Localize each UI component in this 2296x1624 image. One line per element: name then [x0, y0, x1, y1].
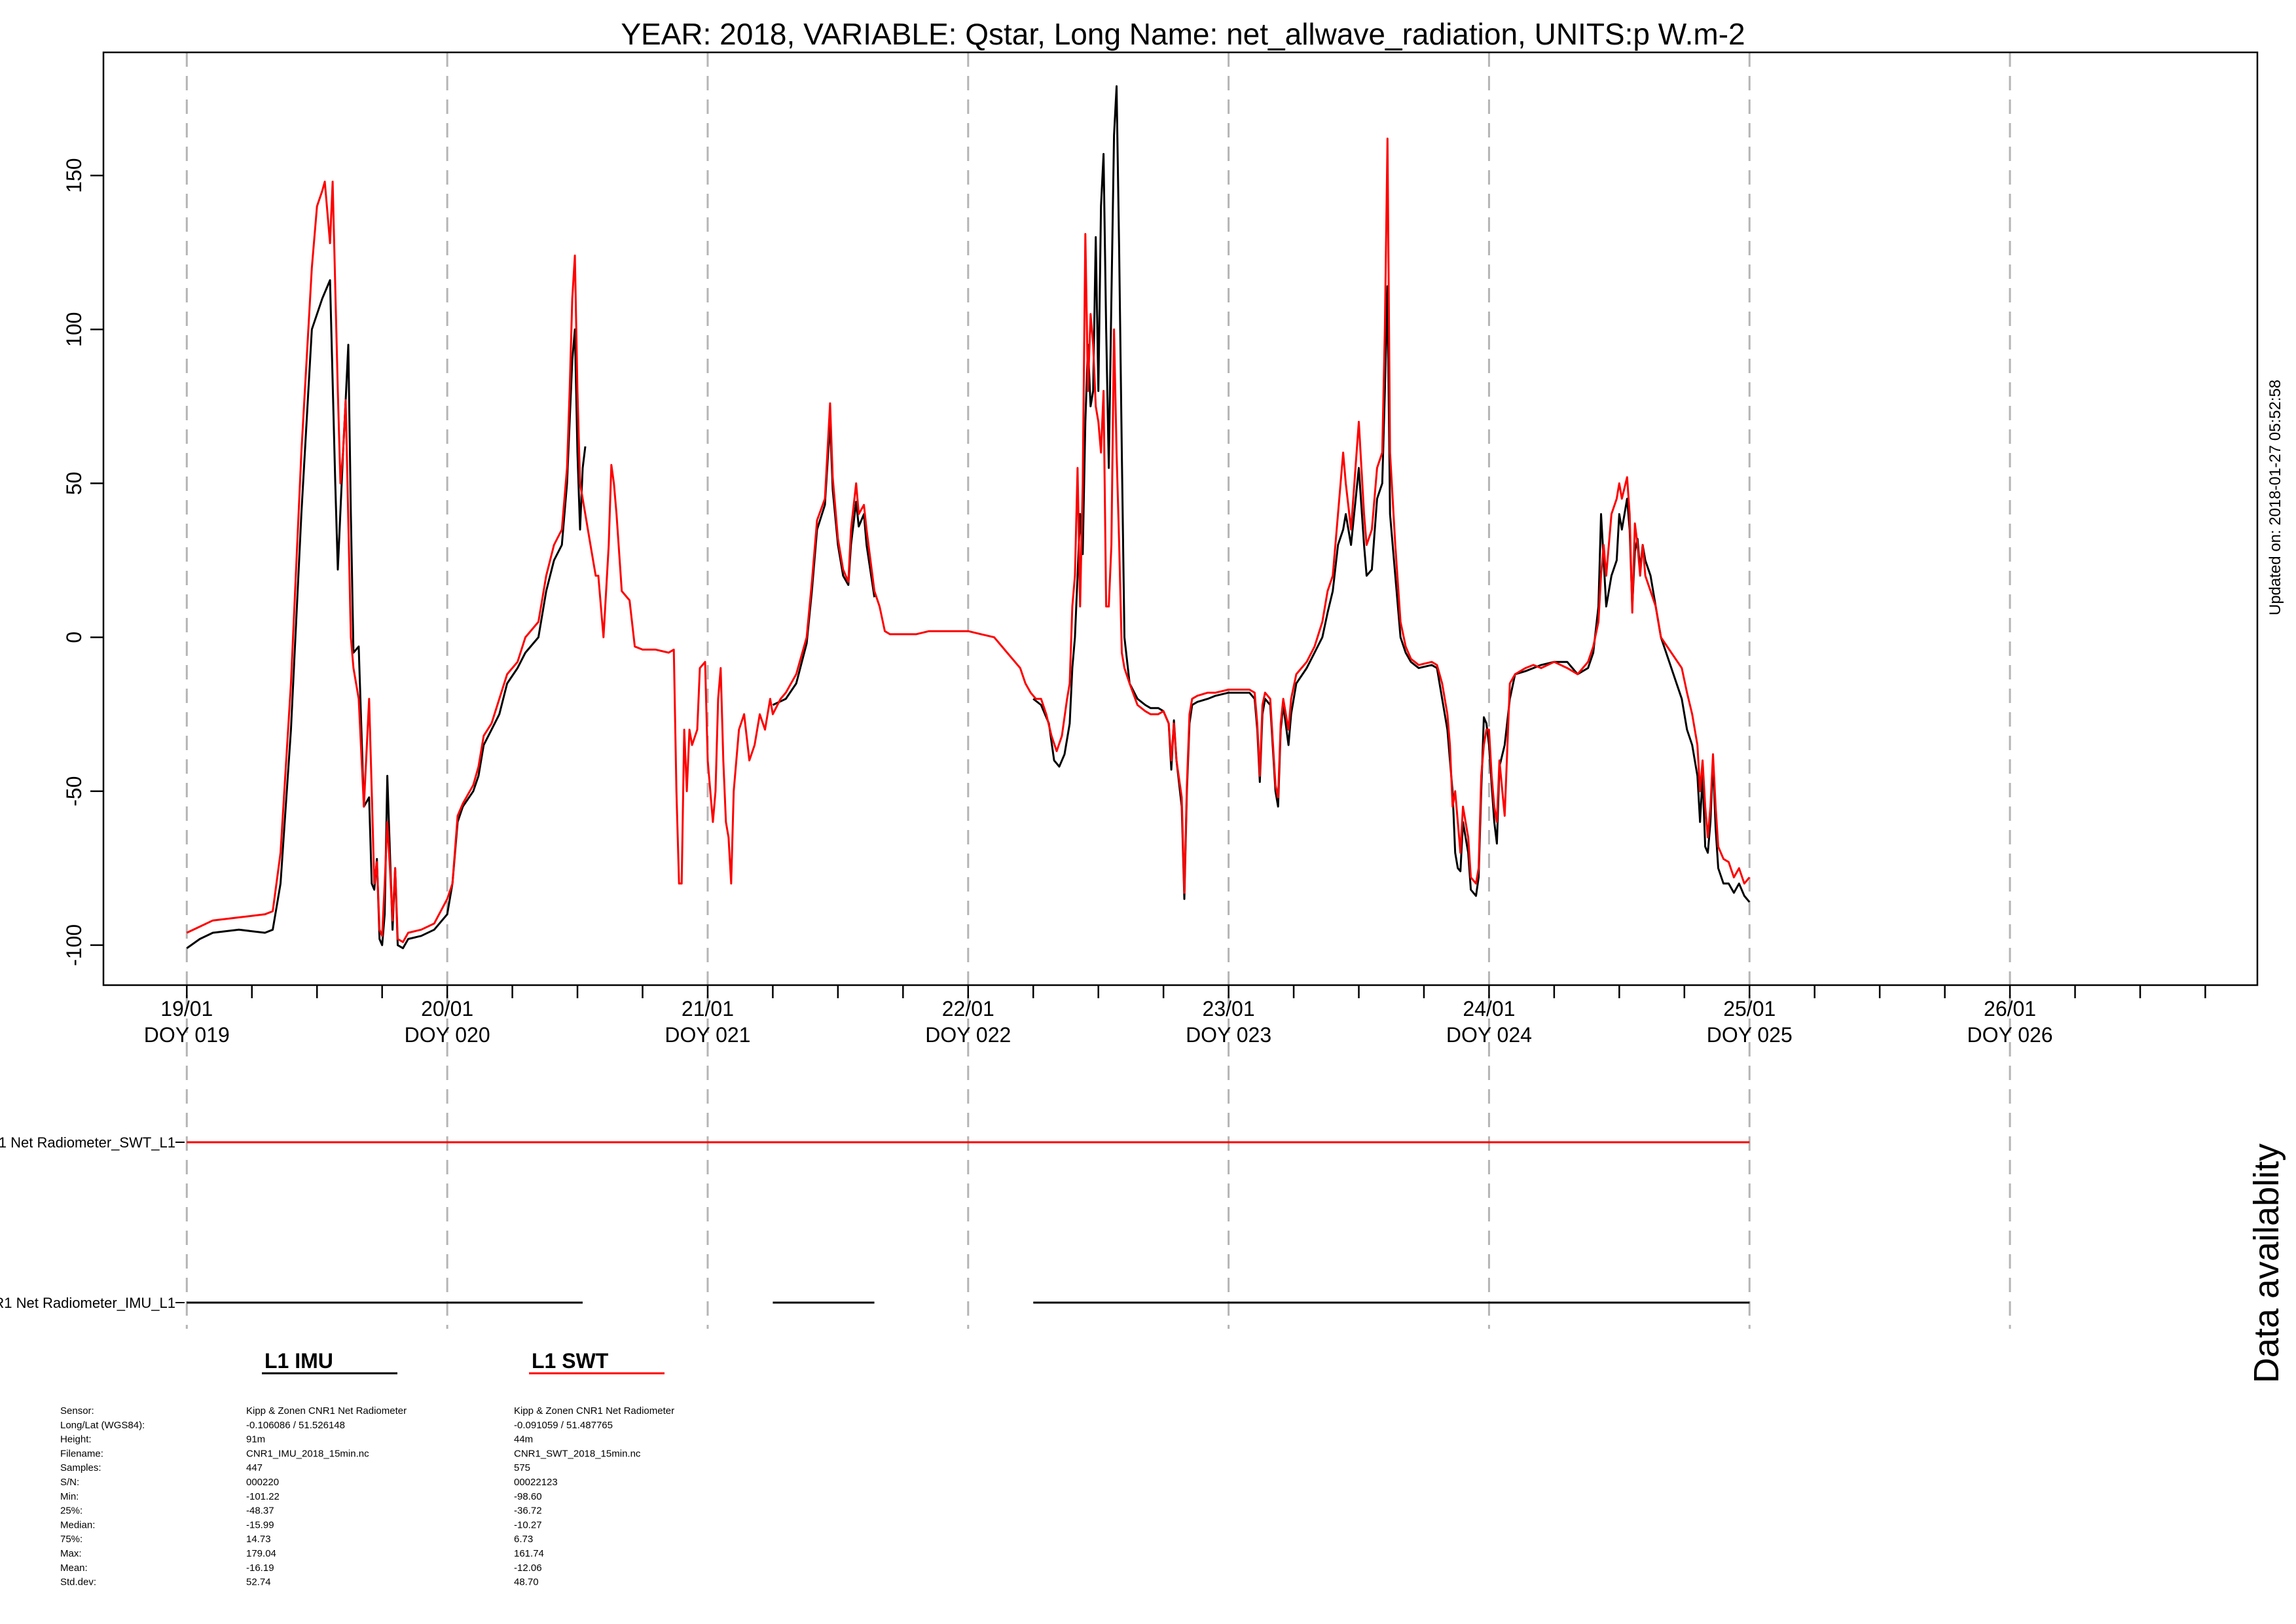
- x-tick-date: 25/01: [1723, 997, 1776, 1020]
- metadata-label: S/N:: [60, 1477, 79, 1488]
- metadata-label: Std.dev:: [60, 1577, 96, 1588]
- metadata-value: -0.091059 / 51.487765: [514, 1420, 613, 1431]
- x-tick-date: 22/01: [942, 997, 994, 1020]
- metadata-label: Samples:: [60, 1462, 101, 1473]
- metadata-value: 000220: [246, 1477, 279, 1488]
- x-tick-doy: DOY 023: [1186, 1023, 1271, 1047]
- metadata-value: Kipp & Zonen CNR1 Net Radiometer: [246, 1405, 407, 1416]
- y-tick-label: 150: [62, 158, 86, 192]
- x-tick-date: 26/01: [1984, 997, 2036, 1020]
- x-tick-doy: DOY 021: [665, 1023, 750, 1047]
- sensor-metadata-table: Sensor: Long/Lat (WGS84): Height: Filename:…: [60, 1405, 674, 1588]
- series-line: [772, 420, 876, 706]
- series-layer: [186, 85, 1751, 950]
- availability-row-label: L1 Kipp & Zonen CNR1 Net Radiometer_IMU_…: [0, 1295, 175, 1311]
- x-tick-doy: DOY 024: [1446, 1023, 1532, 1047]
- metadata-label: Height:: [60, 1434, 92, 1445]
- y-tick-label: -100: [62, 924, 86, 966]
- y-tick-label: 50: [62, 472, 86, 496]
- metadata-value: CNR1_SWT_2018_15min.nc: [514, 1448, 641, 1459]
- metadata-label: 25%:: [60, 1506, 82, 1517]
- x-tick-doy: DOY 019: [144, 1023, 230, 1047]
- metadata-value: 179.04: [246, 1548, 276, 1559]
- metadata-value: -36.72: [514, 1506, 542, 1517]
- x-tick-date: 19/01: [160, 997, 213, 1020]
- metadata-value: 91m: [246, 1434, 265, 1445]
- legend-imu: L1 IMU: [262, 1349, 397, 1375]
- y-tick-label: -50: [62, 776, 86, 806]
- metadata-label: Min:: [60, 1491, 79, 1502]
- metadata-value: 52.74: [246, 1577, 271, 1588]
- metadata-label: 75%:: [60, 1534, 82, 1545]
- metadata-value: 6.73: [514, 1534, 533, 1545]
- series-line: [1032, 85, 1751, 903]
- x-tick-date: 21/01: [682, 997, 734, 1020]
- metadata-value: -10.27: [514, 1519, 542, 1530]
- metadata-value: 161.74: [514, 1548, 544, 1559]
- x-tick-doy: DOY 022: [925, 1023, 1011, 1047]
- metadata-value: 575: [514, 1462, 530, 1473]
- metadata-label: Mean:: [60, 1562, 88, 1574]
- updated-timestamp: Updated on: 2018-01-27 05:52:58: [2267, 380, 2284, 615]
- availability-row-label: L1 Kipp & Zonen CNR1 Net Radiometer_SWT_…: [0, 1134, 175, 1151]
- metadata-value: 48.70: [514, 1577, 539, 1588]
- metadata-label: Median:: [60, 1519, 95, 1530]
- metadata-value: -98.60: [514, 1491, 542, 1502]
- day-gridlines: [185, 52, 2011, 1329]
- metadata-value: CNR1_IMU_2018_15min.nc: [246, 1448, 369, 1459]
- x-tick-date: 20/01: [421, 997, 473, 1020]
- legend-swt-title: L1 SWT: [532, 1349, 609, 1373]
- metadata-label: Sensor:: [60, 1405, 94, 1416]
- x-tick-doy: DOY 026: [1967, 1023, 2053, 1047]
- metadata-label: Long/Lat (WGS84):: [60, 1420, 145, 1431]
- x-tick-date: 24/01: [1463, 997, 1515, 1020]
- chart-title: YEAR: 2018, VARIABLE: Qstar, Long Name: …: [621, 17, 1745, 51]
- x-axis: 19/01 DOY 019 20/01 DOY 020 21/01 DOY 021 22/0…: [144, 985, 2206, 1047]
- metadata-value: -101.22: [246, 1491, 280, 1502]
- metadata-value: 14.73: [246, 1534, 271, 1545]
- metadata-label: Filename:: [60, 1448, 103, 1459]
- plot-frame: [102, 51, 2259, 986]
- metadata-value: -0.106086 / 51.526148: [246, 1420, 345, 1431]
- x-tick-doy: DOY 025: [1707, 1023, 1793, 1047]
- metadata-value: -16.19: [246, 1562, 274, 1574]
- y-tick-label: 0: [62, 632, 86, 643]
- metadata-label: Max:: [60, 1548, 82, 1559]
- x-tick-doy: DOY 020: [405, 1023, 490, 1047]
- availability-title: Data availablity: [2247, 1144, 2286, 1383]
- y-tick-label: 100: [62, 312, 86, 347]
- legend-imu-title: L1 IMU: [264, 1349, 333, 1373]
- series-line: [186, 279, 587, 950]
- x-tick-date: 23/01: [1203, 997, 1255, 1020]
- metadata-value: 44m: [514, 1434, 533, 1445]
- data-availability-panel: L1 Kipp & Zonen CNR1 Net Radiometer_SWT_…: [0, 1134, 1750, 1311]
- series-line: [186, 137, 1751, 943]
- metadata-value: -48.37: [246, 1506, 274, 1517]
- metadata-value: 00022123: [514, 1477, 558, 1488]
- metadata-value: 447: [246, 1462, 263, 1473]
- metadata-value: -12.06: [514, 1562, 542, 1574]
- legend-swt: L1 SWT: [529, 1349, 665, 1375]
- y-axis: 150 100 50 0 -50 -100: [62, 158, 103, 966]
- metadata-value: -15.99: [246, 1519, 274, 1530]
- metadata-value: Kipp & Zonen CNR1 Net Radiometer: [514, 1405, 674, 1416]
